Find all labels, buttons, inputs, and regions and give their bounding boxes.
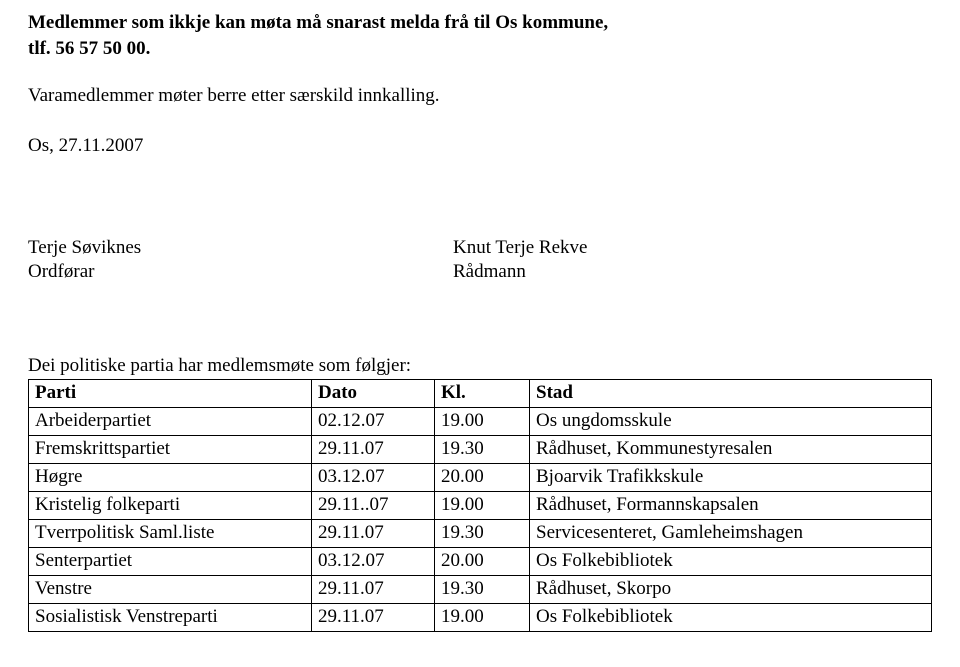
cell-stad: Rådhuset, Kommunestyresalen [530, 435, 932, 463]
cell-stad: Os Folkebibliotek [530, 547, 932, 575]
table-row: Høgre 03.12.07 20.00 Bjoarvik Trafikksku… [29, 463, 932, 491]
cell-stad: Bjoarvik Trafikkskule [530, 463, 932, 491]
signature-left-name: Terje Søviknes [28, 237, 453, 259]
cell-kl: 19.00 [435, 491, 530, 519]
cell-dato: 29.11.07 [312, 575, 435, 603]
cell-dato: 29.11.07 [312, 519, 435, 547]
cell-stad: Rådhuset, Formannskapsalen [530, 491, 932, 519]
document-date: Os, 27.11.2007 [28, 135, 932, 157]
cell-dato: 02.12.07 [312, 407, 435, 435]
cell-kl: 20.00 [435, 463, 530, 491]
signature-right-name: Knut Terje Rekve [453, 237, 932, 259]
cell-parti: Kristelig folkeparti [29, 491, 312, 519]
cell-stad: Rådhuset, Skorpo [530, 575, 932, 603]
cell-kl: 20.00 [435, 547, 530, 575]
table-row: Arbeiderpartiet 02.12.07 19.00 Os ungdom… [29, 407, 932, 435]
cell-kl: 19.00 [435, 407, 530, 435]
signature-left-title: Ordførar [28, 261, 453, 283]
cell-stad: Servicesenteret, Gamleheimshagen [530, 519, 932, 547]
cell-kl: 19.30 [435, 435, 530, 463]
intro-line3: Varamedlemmer møter berre etter særskild… [28, 85, 440, 106]
cell-dato: 29.11.07 [312, 603, 435, 631]
header-kl: Kl. [435, 379, 530, 407]
cell-parti: Venstre [29, 575, 312, 603]
cell-dato: 03.12.07 [312, 547, 435, 575]
header-stad: Stad [530, 379, 932, 407]
signature-left: Terje Søviknes Ordførar [28, 237, 453, 283]
table-row: Senterpartiet 03.12.07 20.00 Os Folkebib… [29, 547, 932, 575]
cell-dato: 29.11..07 [312, 491, 435, 519]
cell-parti: Tverrpolitisk Saml.liste [29, 519, 312, 547]
document-page: Medlemmer som ikkje kan møta må snarast … [0, 0, 960, 650]
cell-kl: 19.30 [435, 519, 530, 547]
intro-bold-paragraph: Medlemmer som ikkje kan møta må snarast … [28, 10, 932, 61]
cell-stad: Os Folkebibliotek [530, 603, 932, 631]
cell-parti: Høgre [29, 463, 312, 491]
cell-parti: Sosialistisk Venstreparti [29, 603, 312, 631]
table-header-row: Parti Dato Kl. Stad [29, 379, 932, 407]
table-row: Tverrpolitisk Saml.liste 29.11.07 19.30 … [29, 519, 932, 547]
meetings-table-body: Arbeiderpartiet 02.12.07 19.00 Os ungdom… [29, 407, 932, 631]
cell-dato: 03.12.07 [312, 463, 435, 491]
cell-parti: Arbeiderpartiet [29, 407, 312, 435]
cell-dato: 29.11.07 [312, 435, 435, 463]
header-dato: Dato [312, 379, 435, 407]
table-row: Venstre 29.11.07 19.30 Rådhuset, Skorpo [29, 575, 932, 603]
meetings-heading: Dei politiske partia har medlemsmøte som… [28, 355, 932, 377]
intro-line2: tlf. 56 57 50 00. [28, 38, 150, 59]
header-parti: Parti [29, 379, 312, 407]
meetings-table: Parti Dato Kl. Stad Arbeiderpartiet 02.1… [28, 379, 932, 632]
signature-right: Knut Terje Rekve Rådmann [453, 237, 932, 283]
intro-line1: Medlemmer som ikkje kan møta må snarast … [28, 12, 608, 33]
cell-kl: 19.30 [435, 575, 530, 603]
cell-parti: Senterpartiet [29, 547, 312, 575]
cell-kl: 19.00 [435, 603, 530, 631]
table-row: Sosialistisk Venstreparti 29.11.07 19.00… [29, 603, 932, 631]
intro-normal-paragraph: Varamedlemmer møter berre etter særskild… [28, 83, 932, 109]
table-row: Kristelig folkeparti 29.11..07 19.00 Råd… [29, 491, 932, 519]
table-row: Fremskrittspartiet 29.11.07 19.30 Rådhus… [29, 435, 932, 463]
signature-right-title: Rådmann [453, 261, 932, 283]
cell-stad: Os ungdomsskule [530, 407, 932, 435]
signatures-row: Terje Søviknes Ordførar Knut Terje Rekve… [28, 237, 932, 283]
cell-parti: Fremskrittspartiet [29, 435, 312, 463]
